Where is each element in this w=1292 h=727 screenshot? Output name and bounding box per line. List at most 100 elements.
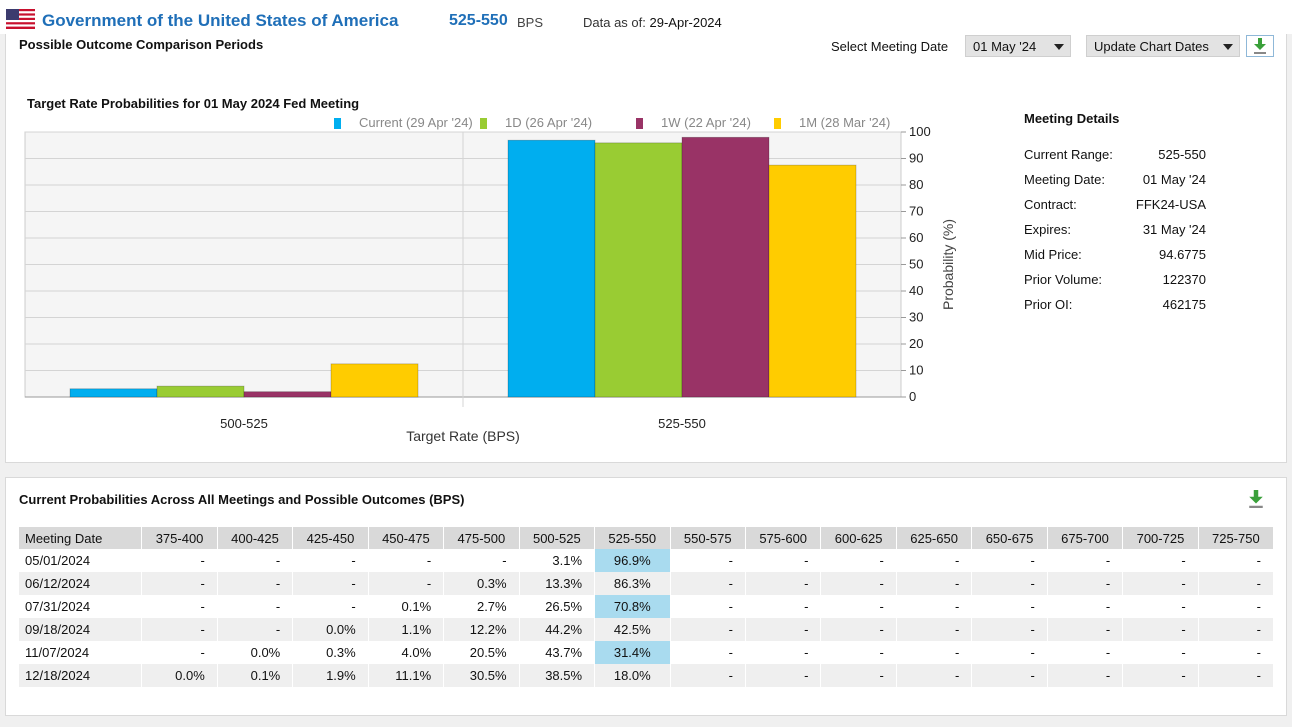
probability-cell: -: [971, 664, 1048, 687]
probability-cell: 31.4%: [594, 641, 671, 664]
column-header: 625-650: [895, 527, 972, 549]
column-header: 425-450: [292, 527, 369, 549]
legend-label: 1M (28 Mar '24): [799, 115, 890, 130]
y-tick-label: 30: [909, 310, 923, 325]
meeting-detail-value: 31 May '24: [1142, 222, 1206, 237]
probability-cell: -: [1122, 641, 1199, 664]
probability-cell: -: [1122, 595, 1199, 618]
probability-cell: -: [141, 618, 218, 641]
as-of-date: 29-Apr-2024: [649, 15, 722, 30]
probability-cell: 0.3%: [443, 572, 520, 595]
column-header: 575-600: [744, 527, 821, 549]
probability-cell: 42.5%: [594, 618, 671, 641]
country-title[interactable]: Government of the United States of Ameri…: [42, 11, 399, 30]
probability-cell: -: [141, 595, 218, 618]
probability-cell: -: [1197, 618, 1273, 641]
probability-cell: -: [820, 549, 897, 572]
selected-meeting-value: 01 May '24: [973, 39, 1037, 54]
current-range-value: 525-550: [449, 12, 508, 29]
update-chart-dates-label: Update Chart Dates: [1094, 39, 1209, 54]
probability-cell: -: [1122, 618, 1199, 641]
legend-swatch: [334, 118, 341, 129]
probability-cell: 70.8%: [594, 595, 671, 618]
legend-swatch: [774, 118, 781, 129]
probability-cell: -: [971, 549, 1048, 572]
probability-cell: 44.2%: [518, 618, 595, 641]
meeting-detail-label: Prior OI:: [1024, 297, 1073, 312]
y-axis-label: Probability (%): [940, 219, 956, 310]
chevron-down-icon: [1223, 44, 1233, 50]
comparison-panel: Possible Outcome Comparison Periods Sele…: [5, 34, 1287, 463]
probability-cell: 1.9%: [292, 664, 369, 687]
probabilities-table: Meeting Date 375-400 400-425 425-450 450-475…: [19, 527, 1273, 687]
probability-cell: 43.7%: [518, 641, 595, 664]
probability-cell: -: [744, 549, 821, 572]
download-chart-button[interactable]: [1246, 35, 1274, 57]
x-tick-label: 525-550: [658, 416, 706, 431]
probability-cell: -: [820, 641, 897, 664]
chevron-down-icon: [1054, 44, 1064, 50]
probability-cell: 0.0%: [216, 641, 293, 664]
legend-swatch: [636, 118, 643, 129]
column-header: 650-675: [971, 527, 1048, 549]
meeting-detail-label: Prior Volume:: [1024, 272, 1103, 287]
meeting-detail-value: 122370: [1162, 272, 1206, 287]
table-row: 07/31/2024- - -0.1% 2.7% 26.5% 70.8% - - - - - - - -: [19, 595, 1273, 618]
meeting-detail-label: Contract:: [1024, 197, 1077, 212]
probability-chart: 0 10 20 30 40 50 60 70 80 90 100 500-525 525-550 Targ…: [24, 115, 956, 444]
y-tick-label: 60: [909, 230, 923, 245]
bar: [156, 385, 245, 398]
probability-cell: 86.3%: [594, 572, 671, 595]
probability-cell: -: [1197, 549, 1273, 572]
probability-cell: 0.3%: [292, 641, 369, 664]
meeting-detail-value: FFK24-USA: [1135, 197, 1206, 212]
probability-cell: 0.1%: [216, 664, 293, 687]
probability-cell: -: [1122, 664, 1199, 687]
meeting-detail-label: Expires:: [1024, 222, 1071, 237]
column-header: 525-550: [594, 527, 671, 549]
meeting-detail-value: 94.6775: [1159, 247, 1206, 262]
probability-cell: 30.5%: [443, 664, 520, 687]
x-tick-label: 500-525: [220, 416, 268, 431]
us-flag-icon: [6, 9, 35, 29]
update-chart-dates-button[interactable]: Update Chart Dates: [1086, 35, 1240, 57]
probability-cell: -: [895, 595, 972, 618]
y-tick-label: 80: [909, 177, 923, 192]
legend-label: 1D (26 Apr '24): [505, 115, 592, 130]
probability-cell: -: [820, 595, 897, 618]
top-header: Government of the United States of Ameri…: [0, 0, 1292, 34]
as-of-label: Data as of:: [583, 15, 646, 30]
meeting-details-title: Meeting Details: [1024, 111, 1120, 126]
probability-cell: -: [971, 641, 1048, 664]
probability-cell: -: [744, 618, 821, 641]
download-icon[interactable]: [1249, 490, 1263, 508]
probability-cell: -: [895, 549, 972, 572]
column-header: Meeting Date: [19, 527, 142, 549]
probability-cell: -: [971, 595, 1048, 618]
bar: [594, 142, 683, 398]
probability-cell: -: [971, 618, 1048, 641]
y-tick-label: 50: [909, 257, 923, 272]
probability-cell: -: [1122, 572, 1199, 595]
probability-cell: -: [895, 572, 972, 595]
table-row: 11/07/2024-0.0% 0.3% 4.0% 20.5% 43.7% 31.4% - -…: [19, 641, 1273, 664]
probability-cell: -: [443, 549, 520, 572]
probability-cell: -: [744, 572, 821, 595]
range-unit: BPS: [517, 15, 544, 30]
meeting-date-select[interactable]: 01 May '24: [965, 35, 1071, 57]
probability-cell: -: [141, 549, 218, 572]
y-tick-label: 100: [909, 124, 931, 139]
probability-cell: 11.1%: [367, 664, 444, 687]
column-header: 675-700: [1046, 527, 1123, 549]
probability-cell: 0.0%: [141, 664, 218, 687]
probability-cell: -: [367, 572, 444, 595]
probability-cell: 96.9%: [594, 549, 671, 572]
probability-cell: 2.7%: [443, 595, 520, 618]
table-row: 06/12/2024- - - -0.3% 13.3% 86.3% - - - - - - - -: [19, 572, 1273, 595]
data-as-of: Data as of: 29-Apr-2024: [583, 15, 722, 30]
probability-cell: -: [141, 641, 218, 664]
column-header: 550-575: [669, 527, 746, 549]
probability-cell: 4.0%: [367, 641, 444, 664]
probability-cell: 0.1%: [367, 595, 444, 618]
probability-cell: -: [1197, 641, 1273, 664]
